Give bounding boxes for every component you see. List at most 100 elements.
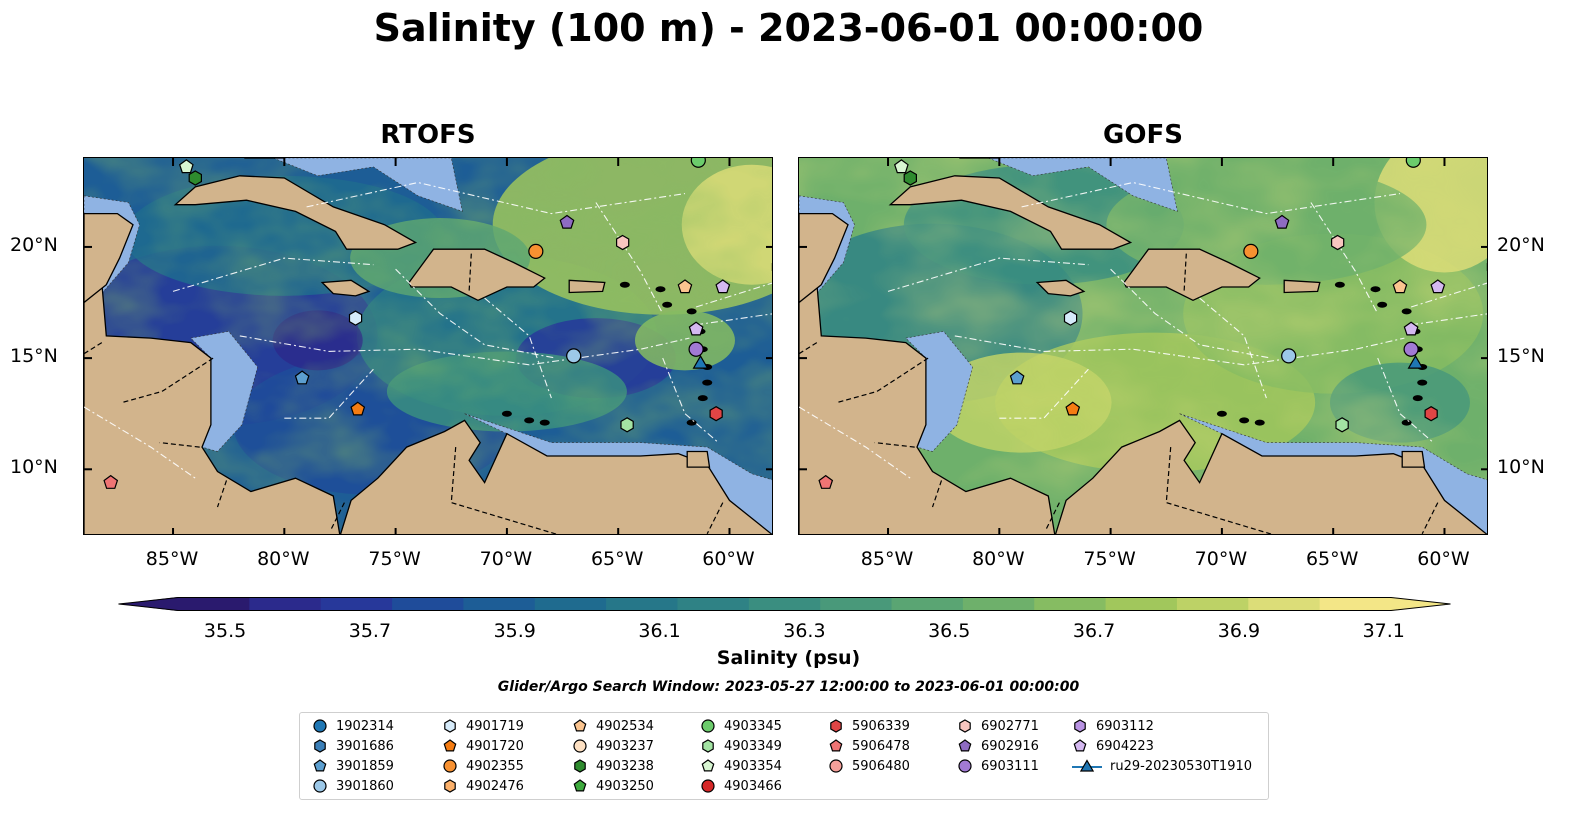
lon-label: 70°W <box>479 548 533 570</box>
circle-marker[interactable] <box>690 158 706 168</box>
hexagon-marker[interactable] <box>1486 260 1488 274</box>
hexagon-marker[interactable] <box>1330 234 1345 251</box>
pentagon-marker[interactable] <box>1065 401 1081 416</box>
pentagon-marker[interactable] <box>1274 214 1290 229</box>
lon-label: 75°W <box>368 548 421 570</box>
hexagon-marker[interactable] <box>1063 310 1078 326</box>
circle-marker[interactable] <box>566 348 582 364</box>
hexagon-marker[interactable] <box>903 170 918 186</box>
hexagon-marker[interactable] <box>1335 417 1349 433</box>
pentagon-marker[interactable] <box>294 370 310 385</box>
pentagon-marker[interactable] <box>818 474 834 489</box>
circle-marker[interactable] <box>1405 158 1421 168</box>
pentagon-marker[interactable] <box>178 159 194 174</box>
pentagon-marker[interactable] <box>958 739 972 752</box>
circle-marker[interactable] <box>688 341 704 357</box>
country-border <box>1045 502 1060 530</box>
colorbar-tick-label: 37.1 <box>1362 620 1405 642</box>
hexagon-marker[interactable] <box>348 310 363 326</box>
circle-marker[interactable] <box>1243 243 1259 259</box>
legend-item: 3901860 <box>312 776 394 796</box>
land-puerto-rico <box>1283 279 1321 294</box>
hexagon-marker[interactable] <box>574 759 586 773</box>
eez-boundary <box>239 335 690 366</box>
pentagon-marker[interactable] <box>559 214 575 229</box>
pentagon-marker[interactable] <box>443 739 457 752</box>
legend-symbol <box>444 719 456 733</box>
map-panel-rtofs[interactable] <box>83 157 773 535</box>
hexagon-marker[interactable] <box>959 719 971 733</box>
hexagon-marker[interactable] <box>771 260 773 274</box>
hexagon-marker[interactable] <box>314 739 326 753</box>
hexagon-marker[interactable] <box>188 170 203 186</box>
pentagon-marker[interactable] <box>573 779 587 792</box>
pentagon-marker[interactable] <box>1430 279 1446 294</box>
hexagon-marker[interactable] <box>444 719 456 733</box>
pentagon-marker[interactable] <box>688 321 704 336</box>
circle-marker[interactable] <box>958 759 972 773</box>
pentagon-marker[interactable] <box>677 279 693 294</box>
legend-symbol <box>702 739 714 753</box>
pentagon-marker[interactable] <box>701 759 715 772</box>
legend-symbol <box>573 739 587 753</box>
legend-item: 3901686 <box>312 736 394 756</box>
legend-label: 3901686 <box>336 738 394 754</box>
eez-boundary <box>696 313 772 326</box>
hexagon-marker[interactable] <box>702 739 714 753</box>
shelf-bahamas <box>988 158 1178 212</box>
legend-item: 4902534 <box>572 716 654 736</box>
circle-marker[interactable] <box>443 759 457 773</box>
lon-label: 85°W <box>145 548 199 570</box>
pentagon-marker[interactable] <box>1073 739 1087 752</box>
land-puerto-rico <box>568 279 606 294</box>
pentagon-marker[interactable] <box>715 279 731 294</box>
hexagon-marker[interactable] <box>444 779 456 793</box>
circle-marker[interactable] <box>829 759 843 773</box>
circle-marker[interactable] <box>528 243 544 259</box>
triangle-marker[interactable] <box>1079 759 1095 772</box>
colorbar-tick-label: 36.7 <box>1072 620 1116 642</box>
eez-boundary <box>1021 181 1401 215</box>
colorbar-tick-label: 35.7 <box>348 620 392 642</box>
hexagon-marker[interactable] <box>830 719 842 733</box>
colorbar-bin <box>820 597 893 611</box>
pentagon-marker[interactable] <box>1392 279 1408 294</box>
triangle-marker[interactable] <box>692 354 709 369</box>
island <box>1417 379 1428 386</box>
map-panel-gofs[interactable] <box>798 157 1488 535</box>
hexagon-marker[interactable] <box>1424 406 1438 422</box>
circle-marker[interactable] <box>313 779 327 793</box>
legend-symbol <box>1074 719 1086 733</box>
circle-marker[interactable] <box>701 779 715 793</box>
colorbar-tick-label: 36.5 <box>928 620 971 642</box>
circle-marker[interactable] <box>313 719 327 733</box>
hexagon-marker[interactable] <box>615 234 630 251</box>
pentagon-marker[interactable] <box>573 719 587 732</box>
pentagon-marker[interactable] <box>1009 370 1025 385</box>
colorbar-bin <box>677 597 750 611</box>
island <box>501 410 512 417</box>
legend-label: 5906339 <box>852 718 910 734</box>
island <box>1377 301 1388 308</box>
circle-marker[interactable] <box>1403 341 1419 357</box>
hexagon-marker[interactable] <box>1074 719 1086 733</box>
pentagon-marker[interactable] <box>829 739 843 752</box>
hexagon-marker[interactable] <box>620 417 634 433</box>
circle-marker[interactable] <box>573 739 587 753</box>
legend-symbol <box>444 779 456 793</box>
circle-marker[interactable] <box>1281 348 1297 364</box>
legend-item: 4903237 <box>572 736 654 756</box>
colorbar-bin <box>891 597 964 611</box>
legend-item: 6903112 <box>1072 716 1154 736</box>
pentagon-marker[interactable] <box>893 159 909 174</box>
pentagon-marker[interactable] <box>313 759 327 772</box>
hexagon-marker[interactable] <box>709 406 723 422</box>
pentagon-marker[interactable] <box>350 401 366 416</box>
pentagon-marker[interactable] <box>103 474 119 489</box>
circle-marker[interactable] <box>701 719 715 733</box>
pentagon-marker[interactable] <box>1403 321 1419 336</box>
legend-label: 5906480 <box>852 758 910 774</box>
land-hispaniola <box>1123 248 1261 302</box>
triangle-marker[interactable] <box>1407 354 1424 369</box>
legend-symbol <box>314 739 326 753</box>
